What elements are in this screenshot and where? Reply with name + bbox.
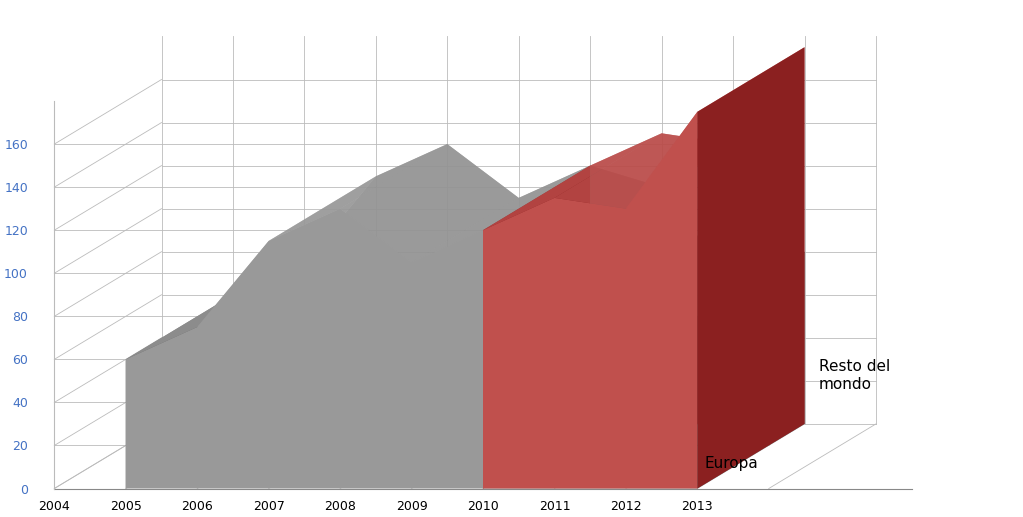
Polygon shape (233, 144, 804, 424)
Polygon shape (411, 165, 590, 263)
Text: Europa: Europa (705, 457, 758, 472)
Text: Resto del
mondo: Resto del mondo (818, 359, 890, 392)
Polygon shape (483, 133, 662, 230)
Polygon shape (269, 144, 447, 241)
Polygon shape (483, 112, 698, 489)
Polygon shape (698, 252, 804, 489)
Polygon shape (626, 47, 804, 209)
Polygon shape (626, 252, 804, 348)
Polygon shape (554, 187, 733, 348)
Polygon shape (126, 209, 698, 489)
Polygon shape (126, 263, 305, 359)
Polygon shape (197, 176, 375, 327)
Polygon shape (554, 133, 733, 209)
Polygon shape (126, 295, 233, 489)
Polygon shape (590, 47, 804, 424)
Polygon shape (483, 165, 590, 489)
Polygon shape (483, 165, 662, 252)
Polygon shape (698, 47, 804, 489)
Polygon shape (340, 144, 519, 263)
